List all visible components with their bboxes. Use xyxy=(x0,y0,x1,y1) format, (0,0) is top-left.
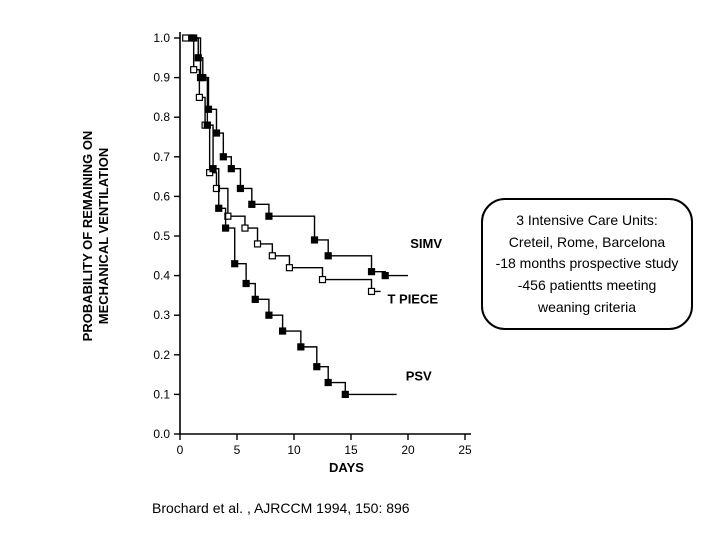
svg-text:0.8: 0.8 xyxy=(153,110,170,124)
svg-text:0.7: 0.7 xyxy=(153,150,170,164)
svg-text:0.6: 0.6 xyxy=(153,189,170,203)
svg-text:20: 20 xyxy=(401,443,415,457)
citation-text: Brochard et al. , AJRCCM 1994, 150: 896 xyxy=(152,500,410,516)
svg-text:15: 15 xyxy=(344,443,358,457)
svg-text:PROBABILITY OF REMAINING ON: PROBABILITY OF REMAINING ON xyxy=(80,131,95,342)
svg-text:0.3: 0.3 xyxy=(153,308,170,322)
callout-line-1: 3 Intensive Care Units: xyxy=(489,210,685,232)
svg-text:5: 5 xyxy=(234,443,241,457)
svg-text:0.9: 0.9 xyxy=(153,71,170,85)
svg-text:25: 25 xyxy=(458,443,472,457)
svg-text:SIMV: SIMV xyxy=(410,236,442,251)
callout-line-5: weaning criteria xyxy=(489,297,685,319)
svg-text:0.2: 0.2 xyxy=(153,348,170,362)
callout-line-4: -456 patientts meeting xyxy=(489,275,685,297)
svg-text:T PIECE: T PIECE xyxy=(387,291,438,306)
svg-text:0.0: 0.0 xyxy=(153,427,170,441)
study-callout: 3 Intensive Care Units: Creteil, Rome, B… xyxy=(481,198,693,330)
svg-text:10: 10 xyxy=(287,443,301,457)
svg-text:MECHANICAL VENTILATION: MECHANICAL VENTILATION xyxy=(96,148,111,324)
svg-text:1.0: 1.0 xyxy=(153,31,170,45)
svg-text:PSV: PSV xyxy=(406,369,432,384)
callout-line-2: Creteil, Rome, Barcelona xyxy=(489,232,685,254)
svg-text:DAYS: DAYS xyxy=(329,460,364,475)
svg-text:0: 0 xyxy=(177,443,184,457)
callout-line-3: -18 months prospective study xyxy=(489,253,685,275)
survival-chart: 0.0 0.1 0.2 0.3 0.4 0.5 0.6 0.7 0.8 0.9 1.0 0 5 10 15 2… xyxy=(70,14,474,482)
svg-text:0.5: 0.5 xyxy=(153,229,170,243)
svg-text:0.4: 0.4 xyxy=(153,269,170,283)
svg-text:0.1: 0.1 xyxy=(153,387,170,401)
slide-stage: 0.0 0.1 0.2 0.3 0.4 0.5 0.6 0.7 0.8 0.9 1.0 0 5 10 15 2… xyxy=(0,0,720,540)
